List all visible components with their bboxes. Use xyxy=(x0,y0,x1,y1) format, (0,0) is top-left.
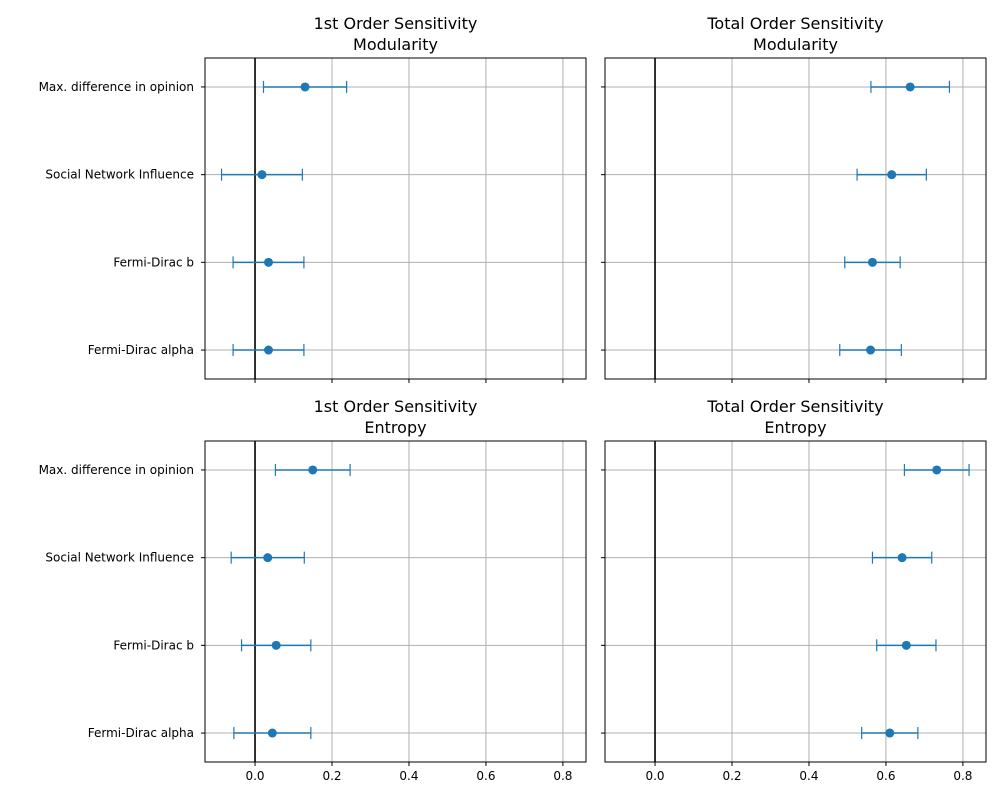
data-point xyxy=(867,257,877,267)
plot-frame xyxy=(204,57,587,380)
chart-subtitle: Modularity xyxy=(353,35,438,54)
chart-subtitle: Entropy xyxy=(764,418,826,437)
chart-panel-4: Total Order Sensitivity Entropy 0.0 0.2 0.4 0… xyxy=(601,397,987,783)
data-point xyxy=(257,170,267,180)
x-tick-label: 0.8 xyxy=(953,769,972,783)
data-point xyxy=(887,170,897,180)
y-tick-label: Social Network Influence xyxy=(45,168,194,182)
chart-title: 1st Order Sensitivity xyxy=(314,397,478,416)
y-tick-label: Fermi-Dirac b xyxy=(113,638,194,652)
y-tick-label: Max. difference in opinion xyxy=(39,80,194,94)
y-tick-label: Fermi-Dirac b xyxy=(113,255,194,269)
chart-panel-1: 1st Order Sensitivity Modularity Fermi-Dir… xyxy=(39,14,587,383)
plot-frame xyxy=(604,440,987,763)
plot-frame xyxy=(204,440,587,763)
y-tick-label: Fermi-Dirac alpha xyxy=(88,343,194,357)
x-tick-label: 0.0 xyxy=(245,769,264,783)
data-point xyxy=(308,465,318,475)
y-tick-label: Fermi-Dirac alpha xyxy=(88,726,194,740)
chart-title: Total Order Sensitivity xyxy=(706,14,883,33)
data-point xyxy=(905,82,915,92)
x-tick-label: 0.6 xyxy=(876,769,895,783)
data-point xyxy=(300,82,310,92)
data-point xyxy=(264,257,273,267)
x-tick-label: 0.2 xyxy=(722,769,741,783)
x-tick-label: 0.8 xyxy=(553,769,572,783)
chart-title: 1st Order Sensitivity xyxy=(314,14,478,33)
chart-panel-3: 1st Order Sensitivity Entropy 0.0 0.2 0.4 0.6… xyxy=(39,397,587,783)
x-tick-label: 0.0 xyxy=(645,769,664,783)
data-point xyxy=(866,345,876,355)
chart-title: Total Order Sensitivity xyxy=(706,397,883,416)
data-point xyxy=(264,345,273,355)
x-tick-label: 0.6 xyxy=(476,769,495,783)
data-point xyxy=(885,728,895,738)
x-tick-label: 0.4 xyxy=(399,769,418,783)
plot-frame xyxy=(604,57,987,380)
chart-subtitle: Modularity xyxy=(753,35,838,54)
chart-panel-2: Total Order Sensitivity Modularity xyxy=(601,14,987,383)
data-point xyxy=(271,640,281,650)
x-tick-label: 0.2 xyxy=(322,769,341,783)
data-point xyxy=(932,465,942,475)
data-point xyxy=(263,553,273,563)
y-tick-label: Social Network Influence xyxy=(45,551,194,565)
y-tick-label: Max. difference in opinion xyxy=(39,463,194,477)
data-point xyxy=(901,640,911,650)
x-tick-label: 0.4 xyxy=(799,769,818,783)
data-point xyxy=(897,553,907,563)
chart-subtitle: Entropy xyxy=(364,418,426,437)
data-point xyxy=(267,728,277,738)
